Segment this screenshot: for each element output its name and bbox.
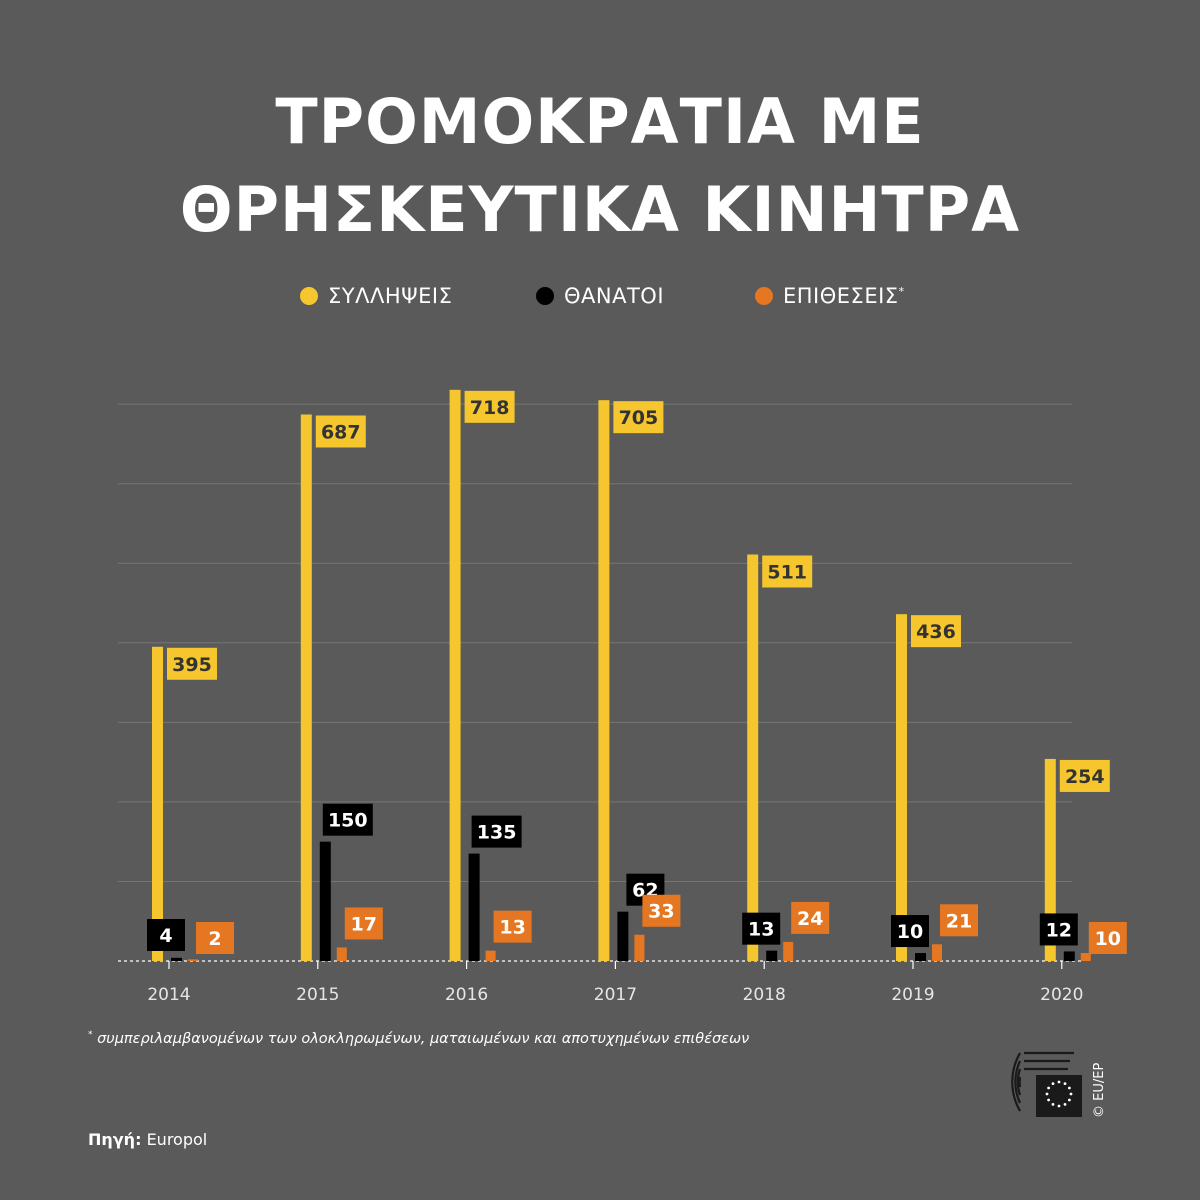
data-label-arrests: 254 bbox=[1065, 766, 1105, 788]
x-tick-label: 2015 bbox=[296, 985, 339, 1005]
data-label-deaths: 4 bbox=[159, 925, 172, 947]
data-label-arrests: 705 bbox=[619, 407, 659, 429]
data-label-arrests-box bbox=[613, 401, 664, 434]
data-label-attacks-box bbox=[344, 907, 383, 940]
bar-arrests bbox=[747, 554, 759, 961]
bar-deaths bbox=[766, 950, 778, 961]
european-parliament-logo bbox=[1011, 1051, 1082, 1117]
source: Πηγή: Europol bbox=[88, 1130, 207, 1149]
data-label-arrests-box bbox=[464, 390, 515, 423]
bar-arrests bbox=[152, 646, 163, 961]
data-label-arrests-box bbox=[911, 615, 961, 648]
data-label-deaths: 150 bbox=[328, 810, 368, 832]
source-value: Europol bbox=[146, 1130, 208, 1149]
data-label-attacks: 21 bbox=[946, 910, 972, 932]
data-label-arrests: 395 bbox=[172, 654, 212, 676]
data-label-arrests-box bbox=[1059, 759, 1110, 792]
legend: ΣΥΛΛΗΨΕΙΣ ΘΑΝΑΤΟΙ ΕΠΙΘΕΣΕΙΣ* bbox=[0, 284, 1200, 316]
chart-title: ΤΡΟΜΟΚΡΑΤΙΑ ΜΕ ΘΡΗΣΚΕΥΤΙΚΑ ΚΙΝΗΤΡΑ bbox=[0, 78, 1200, 254]
bar-attacks bbox=[336, 947, 347, 961]
bar-deaths bbox=[915, 953, 926, 961]
bar-deaths bbox=[319, 841, 331, 961]
legend-dot-attacks bbox=[755, 287, 773, 305]
data-label-attacks-box bbox=[940, 904, 978, 937]
data-label-attacks: 13 bbox=[499, 917, 525, 939]
bar-attacks bbox=[485, 950, 496, 961]
data-label-arrests-box bbox=[167, 647, 217, 680]
bar-deaths bbox=[617, 911, 629, 961]
legend-item-arrests: ΣΥΛΛΗΨΕΙΣ bbox=[300, 284, 452, 308]
bar-attacks bbox=[1080, 953, 1091, 961]
legend-label-attacks: ΕΠΙΘΕΣΕΙΣ bbox=[783, 284, 899, 308]
bar-deaths bbox=[468, 853, 480, 961]
data-label-attacks-box bbox=[642, 894, 681, 927]
bar-attacks bbox=[783, 941, 794, 961]
data-label-arrests: 511 bbox=[767, 561, 807, 583]
title-line-2: ΘΡΗΣΚΕΥΤΙΚΑ ΚΙΝΗΤΡΑ bbox=[179, 173, 1021, 246]
data-label-attacks-box bbox=[196, 922, 234, 954]
data-label-deaths: 135 bbox=[477, 822, 517, 844]
bar-arrests bbox=[896, 614, 907, 961]
legend-label-arrests: ΣΥΛΛΗΨΕΙΣ bbox=[328, 284, 453, 308]
data-label-attacks-box bbox=[1088, 922, 1127, 954]
bar-attacks bbox=[932, 944, 942, 961]
copyright: © EU/EP bbox=[1092, 1062, 1107, 1118]
data-label-deaths-box bbox=[891, 915, 929, 948]
data-label-deaths: 10 bbox=[897, 921, 923, 943]
legend-item-attacks: ΕΠΙΘΕΣΕΙΣ* bbox=[755, 284, 905, 308]
data-label-attacks-box bbox=[493, 910, 532, 943]
data-label-deaths-box bbox=[471, 815, 522, 848]
bar-arrests bbox=[598, 400, 610, 961]
title-line-1: ΤΡΟΜΟΚΡΑΤΙΑ ΜΕ bbox=[275, 85, 925, 158]
data-label-attacks-box bbox=[791, 901, 830, 934]
source-label: Πηγή: bbox=[88, 1130, 142, 1149]
data-label-arrests: 718 bbox=[470, 397, 510, 419]
legend-marker-attacks: * bbox=[898, 285, 905, 298]
data-label-deaths: 12 bbox=[1046, 919, 1072, 941]
data-label-deaths-box bbox=[742, 912, 781, 945]
footnote-marker: * bbox=[88, 1030, 93, 1040]
x-tick-label: 2020 bbox=[1040, 985, 1083, 1005]
x-tick-label: 2014 bbox=[147, 985, 190, 1005]
data-label-attacks: 33 bbox=[648, 901, 674, 923]
x-tick-label: 2016 bbox=[445, 985, 488, 1005]
bar-deaths bbox=[171, 957, 182, 961]
bar-arrests bbox=[449, 389, 461, 961]
bar-attacks bbox=[188, 959, 198, 961]
legend-dot-deaths bbox=[536, 287, 554, 305]
data-label-deaths: 13 bbox=[748, 919, 774, 941]
data-label-attacks: 17 bbox=[351, 913, 377, 935]
data-label-arrests-box bbox=[762, 555, 813, 588]
data-label-arrests-box bbox=[315, 415, 366, 448]
data-label-deaths-box bbox=[1039, 913, 1078, 946]
bar-arrests bbox=[300, 414, 312, 962]
bar-attacks bbox=[634, 934, 645, 961]
footnote: * συμπεριλαμβανομένων των ολοκληρωμένων,… bbox=[88, 1030, 749, 1047]
data-label-deaths-box bbox=[147, 919, 185, 951]
bar-deaths bbox=[1063, 951, 1075, 961]
data-label-attacks: 2 bbox=[208, 928, 221, 950]
footnote-text: συμπεριλαμβανομένων των ολοκληρωμένων, μ… bbox=[97, 1030, 750, 1047]
legend-dot-arrests bbox=[300, 287, 318, 305]
legend-label-deaths: ΘΑΝΑΤΟΙ bbox=[564, 284, 665, 308]
data-label-arrests: 687 bbox=[321, 421, 361, 443]
data-label-deaths-box bbox=[322, 803, 373, 836]
x-tick-label: 2019 bbox=[891, 985, 934, 1005]
legend-item-deaths: ΘΑΝΑΤΟΙ bbox=[536, 284, 664, 308]
data-label-attacks: 10 bbox=[1095, 928, 1121, 950]
data-label-arrests: 436 bbox=[916, 621, 956, 643]
x-tick-label: 2018 bbox=[743, 985, 786, 1005]
x-tick-label: 2017 bbox=[594, 985, 637, 1005]
data-label-attacks: 24 bbox=[797, 908, 823, 930]
bar-arrests bbox=[1044, 758, 1056, 961]
